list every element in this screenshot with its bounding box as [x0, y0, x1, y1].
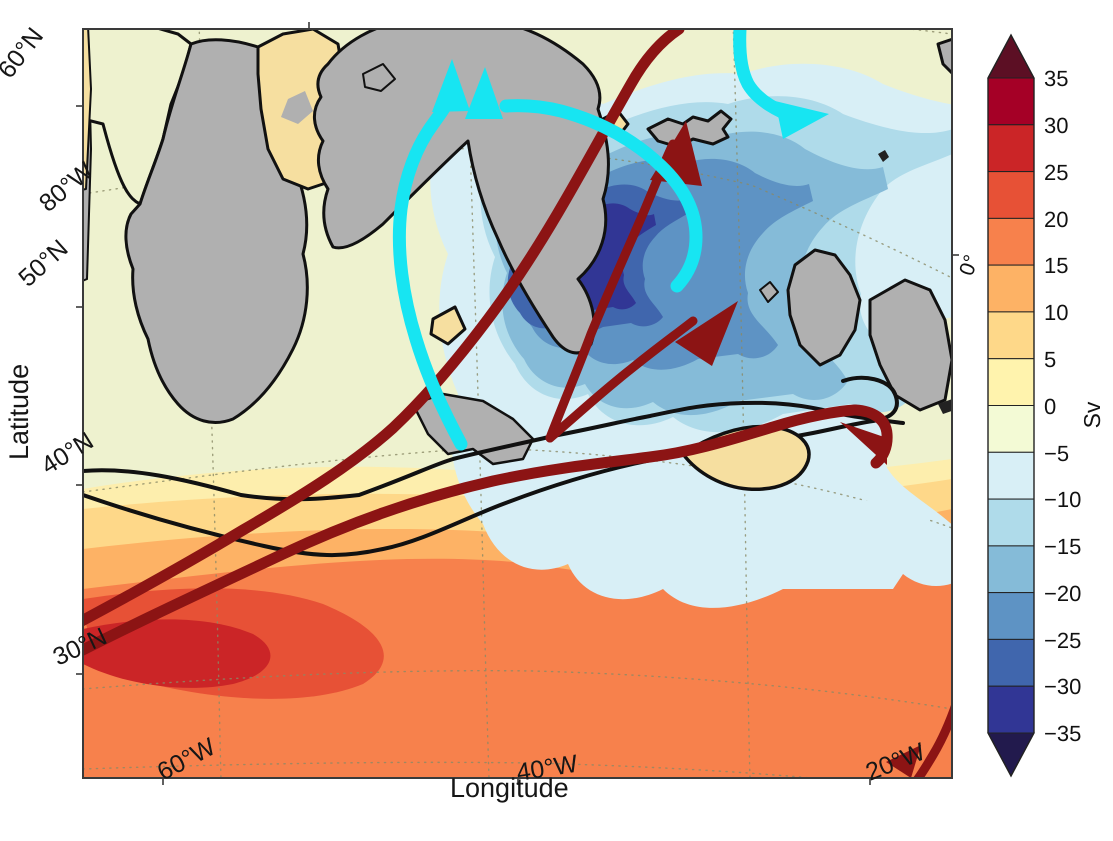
svg-text:35: 35: [1044, 66, 1068, 91]
svg-text:50°N: 50°N: [13, 234, 73, 292]
svg-text:60°N: 60°N: [0, 22, 49, 83]
svg-text:−30: −30: [1044, 674, 1081, 699]
svg-text:−35: −35: [1044, 721, 1081, 746]
svg-text:−15: −15: [1044, 534, 1081, 559]
svg-text:20: 20: [1044, 207, 1068, 232]
svg-text:Longitude: Longitude: [450, 773, 569, 803]
svg-text:15: 15: [1044, 253, 1068, 278]
svg-text:−25: −25: [1044, 628, 1081, 653]
svg-text:Latitude: Latitude: [4, 364, 34, 460]
svg-text:−10: −10: [1044, 487, 1081, 512]
svg-text:10: 10: [1044, 300, 1068, 325]
svg-text:Sv: Sv: [1079, 401, 1105, 428]
svg-text:−5: −5: [1044, 441, 1069, 466]
svg-text:−20: −20: [1044, 581, 1081, 606]
svg-text:5: 5: [1044, 347, 1056, 372]
svg-text:30: 30: [1044, 113, 1068, 138]
svg-text:0: 0: [1044, 394, 1056, 419]
svg-text:0°: 0°: [955, 252, 983, 279]
svg-text:25: 25: [1044, 160, 1068, 185]
